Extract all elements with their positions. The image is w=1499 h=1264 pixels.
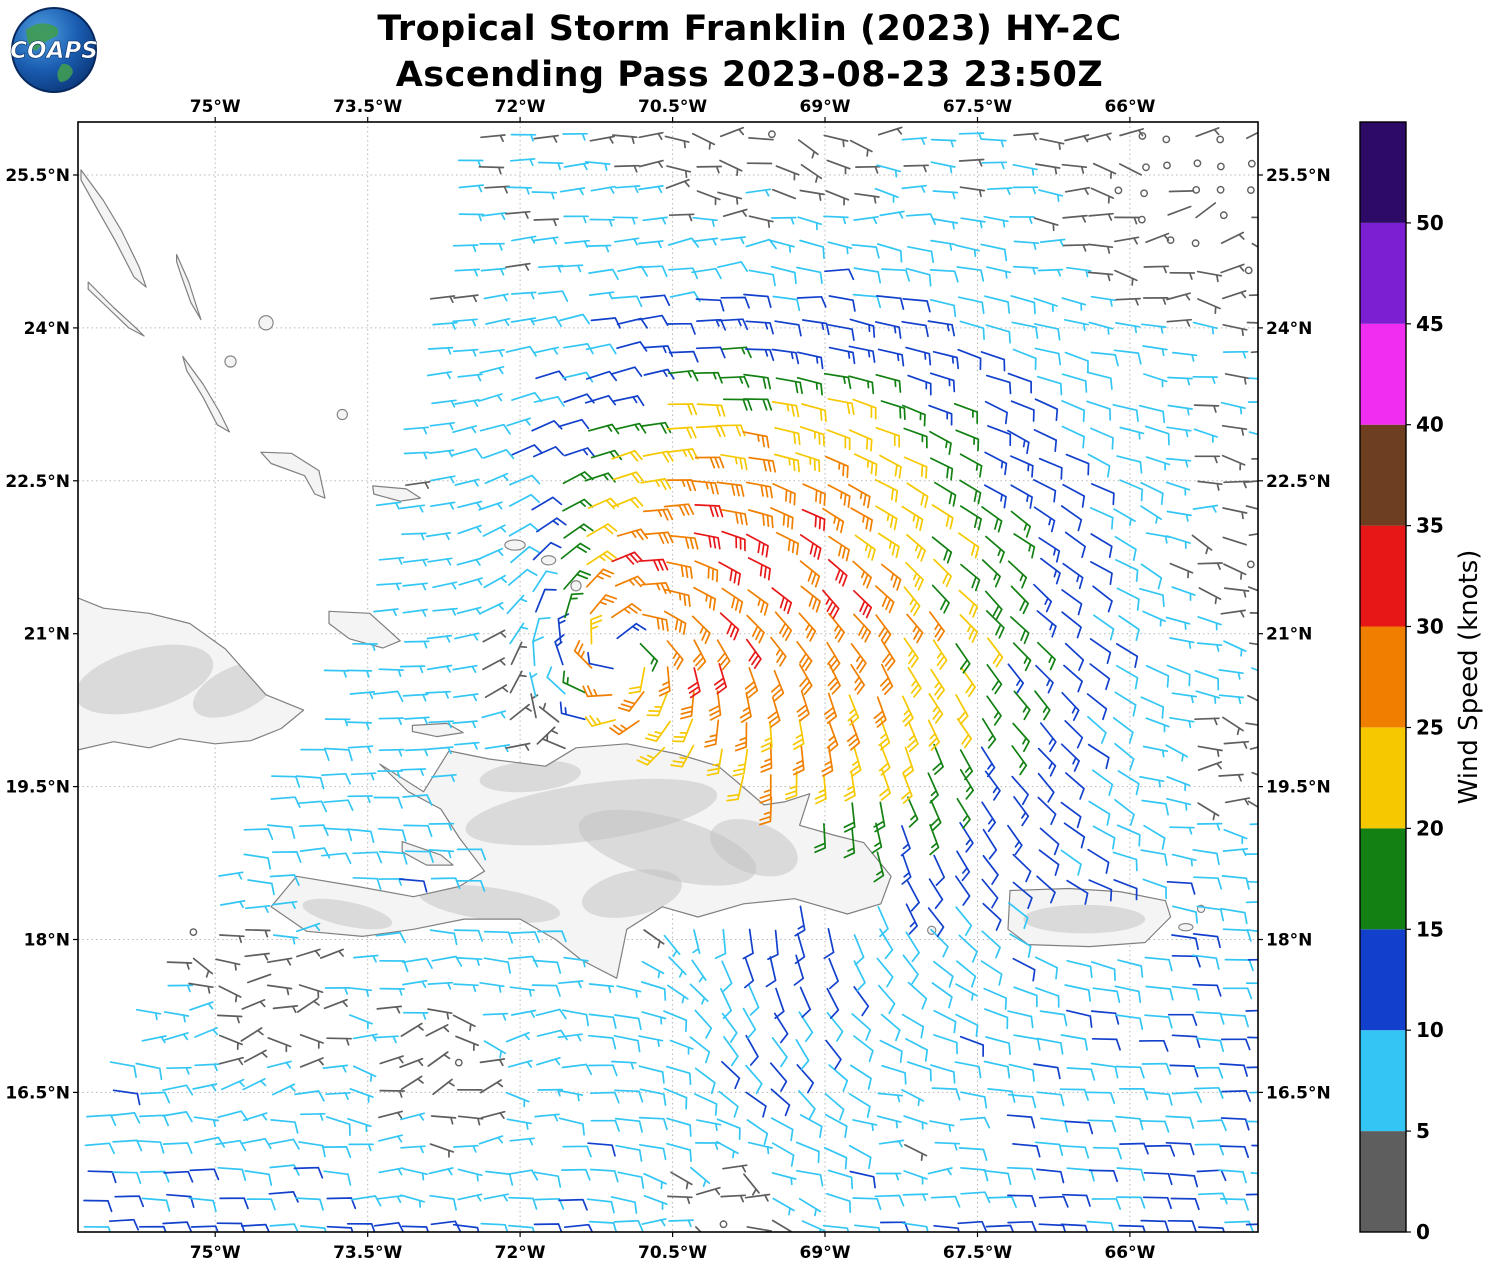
lon-tick-label: 73.5°W [333,1243,402,1263]
terrain-shading [78,644,1146,934]
lon-axis-labels: 75°W 75°W 73.5°W 73.5°W 72°W 72°W 70.5°W 70.5°W… [190,97,1156,1263]
colorbar-label: Wind Speed (knots) [1454,550,1484,805]
colorbar-segment [1360,626,1406,728]
colorbar-tick-label: 40 [1416,413,1444,437]
colorbar-tick-label: 5 [1416,1119,1430,1143]
wind-barbs-layer [83,126,1258,1232]
axis-ticks [73,117,1263,1237]
lon-tick-label: 69°W [800,1243,851,1263]
colorbar-segment [1360,122,1406,223]
colorbar-segment [1360,222,1406,324]
land-layer [78,169,1206,979]
colorbar-tick-label: 50 [1416,211,1444,235]
coaps-logo: COAPS [10,6,98,94]
colorbar-segment [1360,828,1406,930]
lat-tick-label: 16.5°N [1266,1083,1331,1103]
globe-land-shape [26,23,59,51]
lat-tick-label: 24°N [24,319,70,339]
colorbar [1359,121,1407,1233]
colorbar-segment [1360,525,1406,627]
colorbar-segment [1360,424,1406,526]
lat-tick-label: 22.5°N [5,472,70,492]
colorbar-segment [1360,1131,1406,1232]
lon-tick-label: 67.5°W [943,97,1012,117]
lon-tick-label: 75°W [190,97,241,117]
colorbar-tick-label: 0 [1416,1220,1430,1244]
figure-header: Tropical Storm Franklin (2023) HY-2C Asc… [0,6,1499,98]
lon-tick-label: 75°W [190,1243,241,1263]
lon-tick-label: 72°W [495,1243,546,1263]
lat-tick-label: 24°N [1266,319,1312,339]
colorbar-frame [1359,121,1407,1233]
lat-tick-label: 16.5°N [5,1083,70,1103]
colorbar-tick-label: 10 [1416,1018,1444,1042]
lat-tick-label: 19.5°N [5,778,70,798]
lat-tick-label: 25.5°N [5,166,70,186]
lon-tick-label: 72°W [495,97,546,117]
lon-tick-label: 70.5°W [638,97,707,117]
coaps-logo-graphic: COAPS [10,7,98,93]
colorbar-segment [1360,929,1406,1031]
lat-tick-label: 22.5°N [1266,472,1331,492]
lon-tick-label: 70.5°W [638,1243,707,1263]
colorbar-tick-label: 35 [1416,514,1444,538]
lat-tick-label: 21°N [24,625,70,645]
lat-tick-label: 25.5°N [1266,166,1331,186]
figure-subtitle: Ascending Pass 2023-08-23 23:50Z [395,55,1104,95]
colorbar-tick-label: 25 [1416,716,1444,740]
figure-title: Tropical Storm Franklin (2023) HY-2C [377,9,1122,49]
colorbar-tick-label: 15 [1416,917,1444,941]
lat-axis-labels: 25.5°N 25.5°N 24°N 24°N 22.5°N 22.5°N 21°N 21°N… [5,166,1330,1103]
plot-frame [77,121,1259,1233]
coaps-logo-text: COAPS [10,38,98,64]
colorbar-tick-label: 30 [1416,615,1444,639]
lat-tick-label: 18°N [24,931,70,951]
lon-tick-label: 73.5°W [333,97,402,117]
colorbar-segment [1360,727,1406,829]
lat-tick-label: 19.5°N [1266,778,1331,798]
lat-tick-label: 21°N [1266,625,1312,645]
coastline-layer [78,169,1172,979]
globe-land-shape [57,63,73,82]
lon-tick-label: 66°W [1104,1243,1155,1263]
lon-tick-label: 66°W [1104,97,1155,117]
colorbar-tick-label: 20 [1416,816,1444,840]
colorbar-tick-labels: 0 5 10 15 20 25 30 35 40 45 50 [1406,211,1444,1244]
lat-tick-label: 18°N [1266,931,1312,951]
colorbar-segment [1360,323,1406,425]
lon-tick-label: 69°W [800,97,851,117]
colorbar-segment [1360,1030,1406,1132]
lon-tick-label: 67.5°W [943,1243,1012,1263]
colorbar-tick-label: 45 [1416,312,1444,336]
